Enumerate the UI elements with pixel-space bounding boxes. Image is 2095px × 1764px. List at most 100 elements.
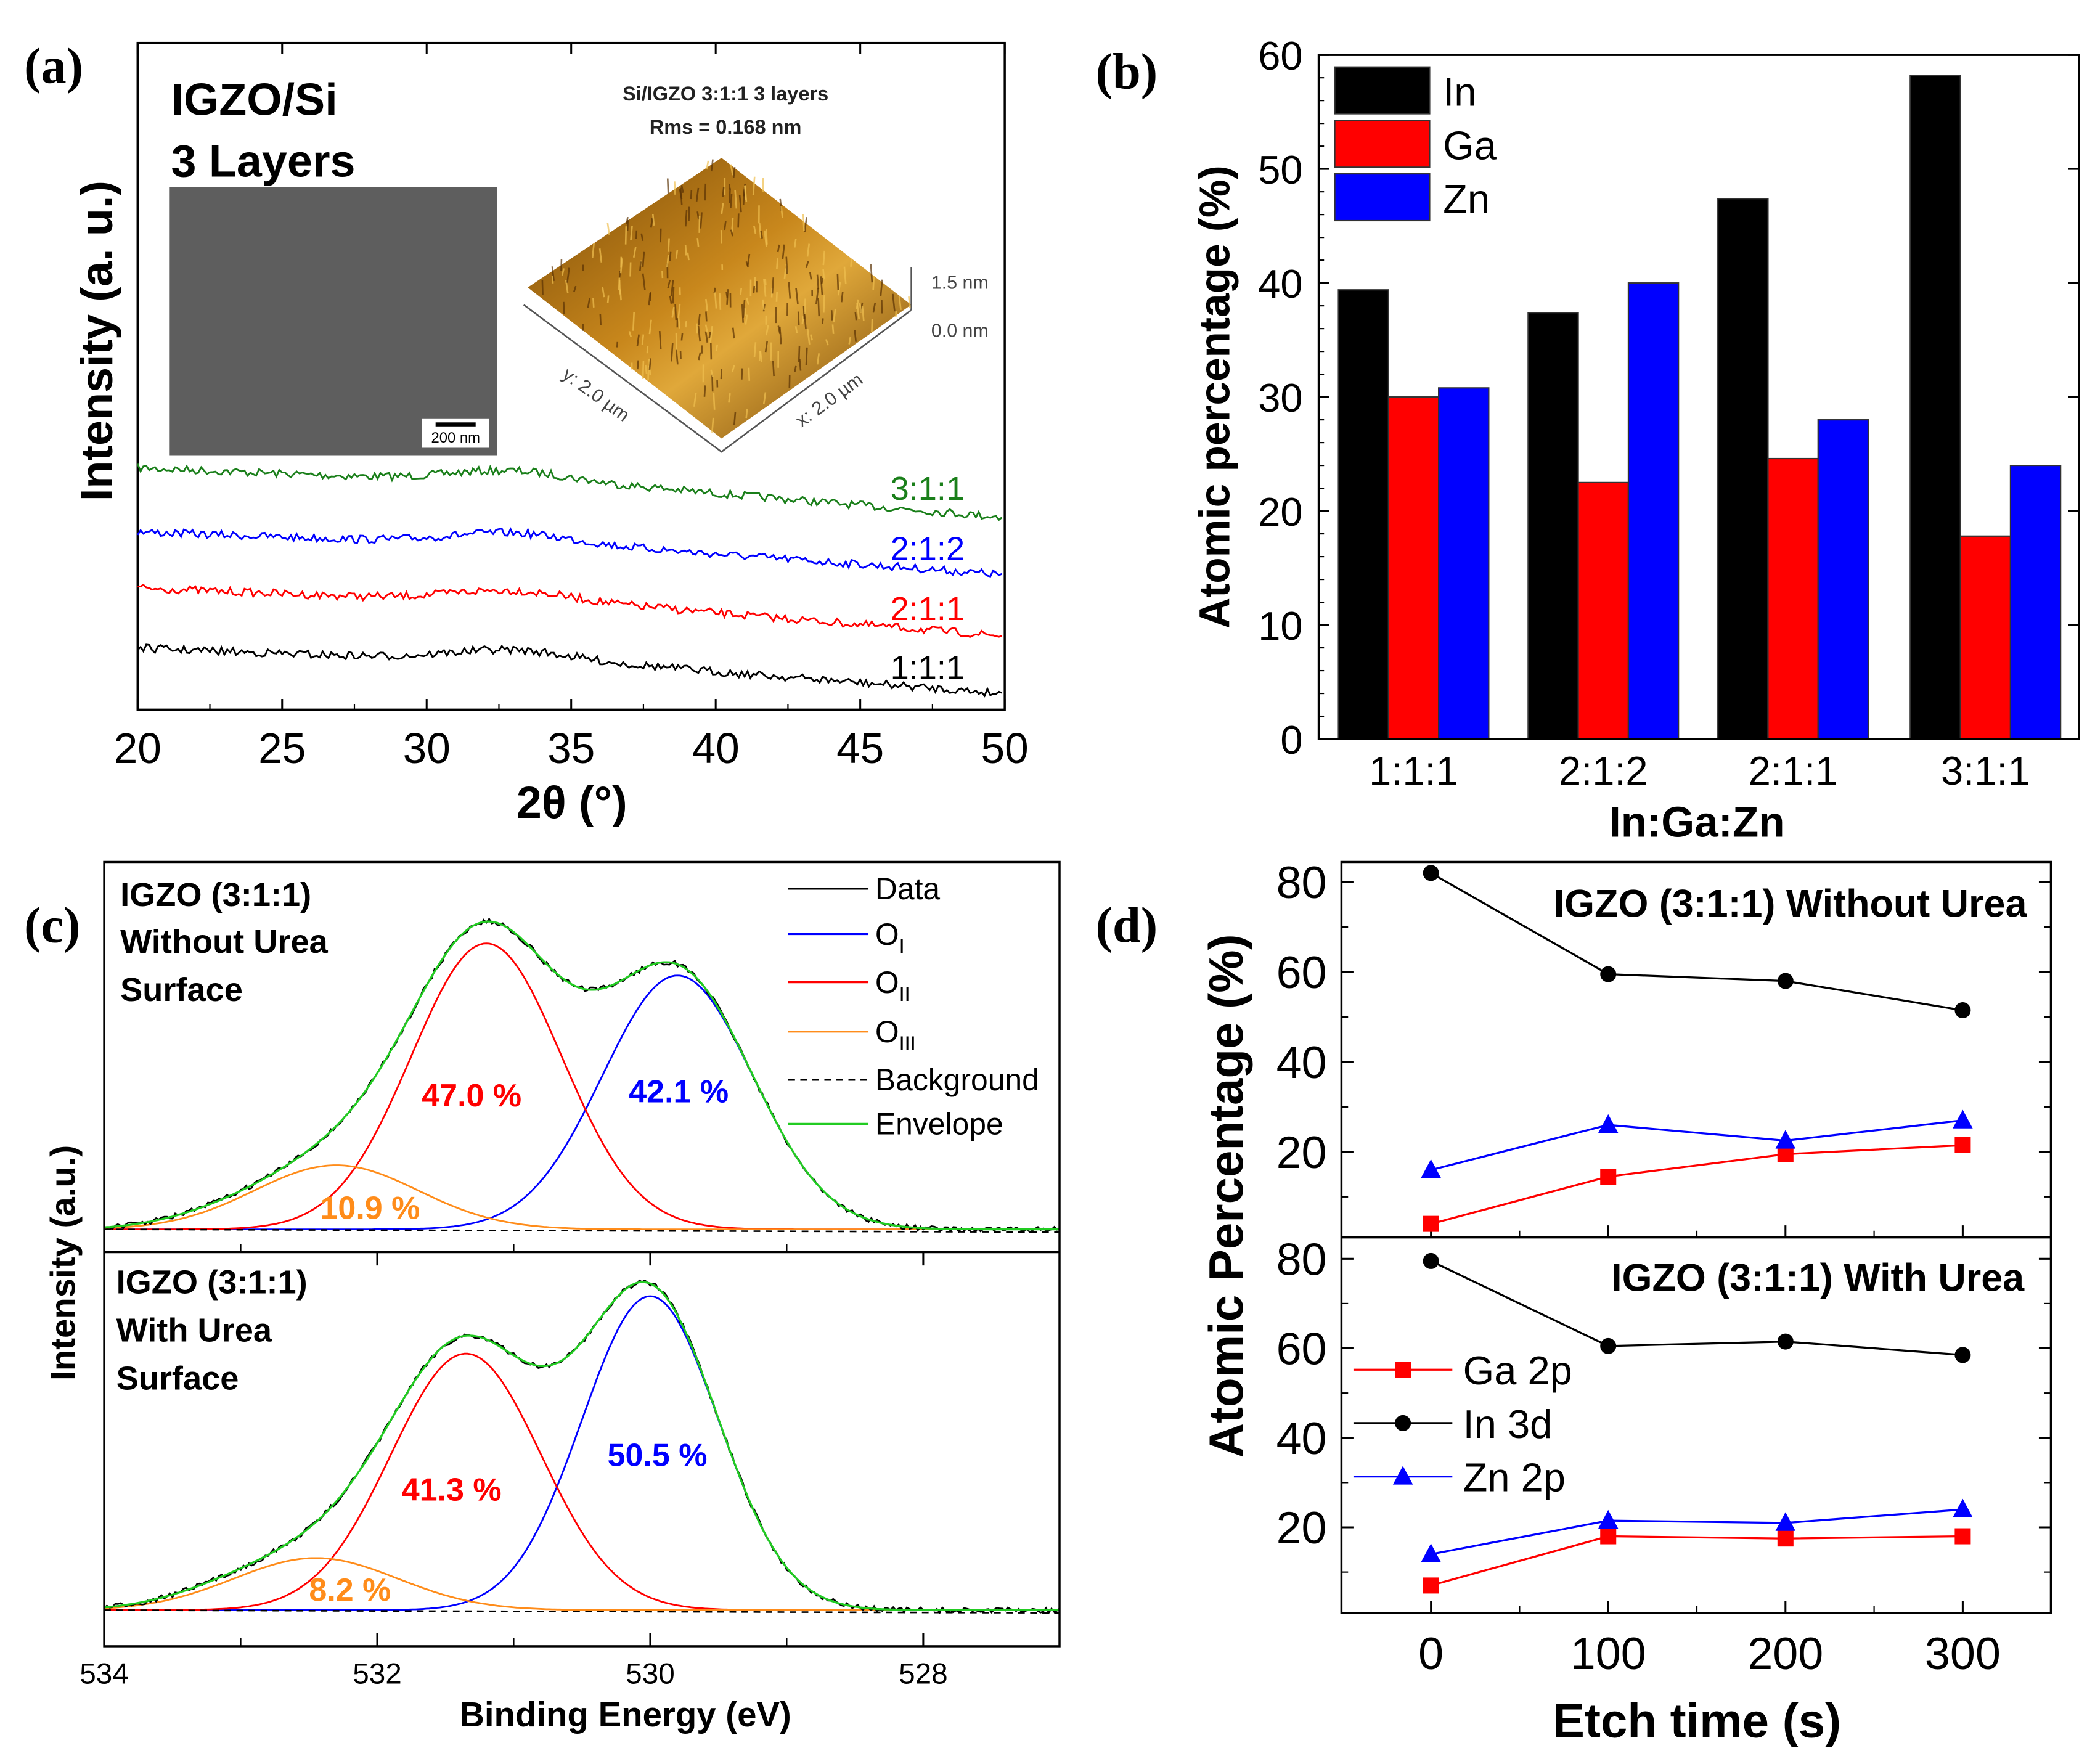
y-tick-label: 20 — [1276, 1127, 1327, 1178]
square-marker — [1600, 1169, 1617, 1185]
afm-peak — [641, 334, 645, 345]
bar-In-1:1:1 — [1337, 289, 1389, 740]
panel-a: (a) 20 25 30 35 40 45 50 3:1:12:1:22:1:11:1:1 … — [24, 38, 1029, 828]
xps-curves — [104, 917, 1061, 1615]
afm-peak — [632, 312, 635, 331]
afm-peak — [806, 243, 811, 257]
legend-d: Ga 2p In 3d Zn 2p — [1353, 1348, 1572, 1500]
afm-peak — [606, 223, 610, 236]
afm-peak — [551, 275, 554, 284]
series-line-Zn-2p — [1431, 1508, 1963, 1556]
afm-peak — [650, 218, 653, 228]
legend-swatch-In — [1334, 66, 1431, 115]
bar-Zn-3:1:1 — [2009, 465, 2062, 740]
triangle-marker — [1775, 1512, 1796, 1531]
afm-peak — [592, 298, 595, 308]
circle-marker — [1600, 1337, 1617, 1354]
afm-peak — [722, 187, 725, 197]
afm-peak — [872, 303, 876, 313]
afm-peak — [672, 287, 675, 304]
panel-c: (c) 534 532 530 528 Data OI OII OIII Background… — [24, 860, 1061, 1734]
ticks-c: 534 532 530 528 — [80, 1244, 948, 1691]
triangle-marker — [1598, 1114, 1619, 1133]
afm-peak — [799, 359, 802, 371]
afm-peak — [861, 306, 865, 321]
afm-peak — [688, 206, 690, 221]
bar-Zn-2:1:1 — [1817, 419, 1869, 740]
afm-peak — [764, 230, 767, 247]
afm-peak — [822, 269, 825, 280]
afm-peak — [560, 259, 563, 271]
afm-peak — [810, 334, 814, 341]
afm-peak — [762, 178, 764, 192]
afm-peak — [710, 369, 714, 377]
afm-peak — [746, 253, 751, 266]
afm-peak — [715, 344, 719, 351]
afm-peak — [870, 264, 873, 283]
afm-peak — [804, 298, 806, 314]
afm-peak — [856, 303, 860, 319]
afm-peak — [700, 212, 703, 229]
afm-peak — [892, 293, 896, 312]
component-curve-OIII — [104, 1164, 1060, 1231]
bar-In-2:1:1 — [1717, 198, 1769, 740]
afm-peak — [541, 280, 544, 295]
x-tick-label: 25 — [258, 724, 306, 772]
afm-peak — [730, 164, 734, 176]
afm-peak — [648, 319, 652, 335]
afm-peak — [658, 330, 662, 349]
legend-swatch-Zn — [1334, 173, 1431, 222]
square-marker — [1954, 1137, 1971, 1153]
y-axis-label-d: Atomic Percentage (%) — [1199, 934, 1253, 1458]
y-tick-label: 40 — [1258, 261, 1302, 306]
legend-label: Envelope — [875, 1107, 1003, 1141]
afm-peak — [669, 295, 672, 304]
xrd-curves: 3:1:1 2:1:2 2:1:1 1:1:1 — [136, 463, 1003, 698]
afm-peak — [619, 289, 622, 301]
afm-peak — [728, 393, 731, 403]
x-axis-label-d: Etch time (s) — [1553, 1693, 1841, 1747]
afm-peak — [563, 301, 565, 314]
triangle-marker — [1392, 1466, 1413, 1485]
afm-peak — [598, 248, 603, 263]
afm-peak — [704, 183, 707, 201]
afm-peak — [669, 251, 672, 261]
afm-peak — [782, 244, 785, 259]
afm-peak — [758, 223, 762, 239]
afm-image: Si/IGZO 3:1:1 3 layers Rms = 0.168 nm 1.… — [523, 83, 989, 453]
afm-peak — [794, 326, 798, 333]
afm-peak — [696, 323, 698, 334]
afm-peak — [794, 365, 797, 372]
afm-peak — [566, 267, 570, 283]
series-line-Ga-2p — [1431, 1144, 1963, 1225]
afm-peak — [753, 225, 757, 235]
afm-peak — [696, 237, 700, 247]
square-marker — [1423, 1215, 1439, 1232]
afm-peak — [714, 292, 717, 309]
afm-peak — [745, 314, 748, 325]
afm-peak — [645, 364, 648, 374]
title-line: With Urea — [116, 1312, 272, 1349]
background-line — [104, 1609, 1060, 1614]
afm-peak — [651, 214, 655, 226]
afm-peak — [777, 325, 781, 334]
afm-peak — [646, 346, 649, 354]
circle-marker — [1423, 1252, 1439, 1269]
afm-peak — [679, 189, 683, 200]
envelope-curve — [104, 920, 1060, 1231]
subplot-title-bottom: IGZO (3:1:1) With Urea Surface — [116, 1264, 308, 1397]
x-tick-label: 530 — [626, 1658, 675, 1691]
x-tick-label: 532 — [353, 1658, 402, 1691]
afm-peak — [837, 281, 841, 296]
x-tick-label: 40 — [692, 724, 740, 772]
percent-label-oii-bottom: 41.3 % — [402, 1472, 502, 1508]
afm-z-max: 1.5 nm — [931, 273, 989, 293]
y-tick-label: 80 — [1276, 857, 1327, 908]
afm-peak — [667, 279, 671, 288]
afm-peak — [802, 214, 805, 231]
x-tick-label: 2:1:1 — [1749, 748, 1838, 793]
legend-label: Zn 2p — [1463, 1455, 1566, 1500]
afm-peak — [704, 298, 708, 311]
afm-peak — [687, 252, 690, 261]
sem-image: 200 nm — [169, 187, 497, 456]
